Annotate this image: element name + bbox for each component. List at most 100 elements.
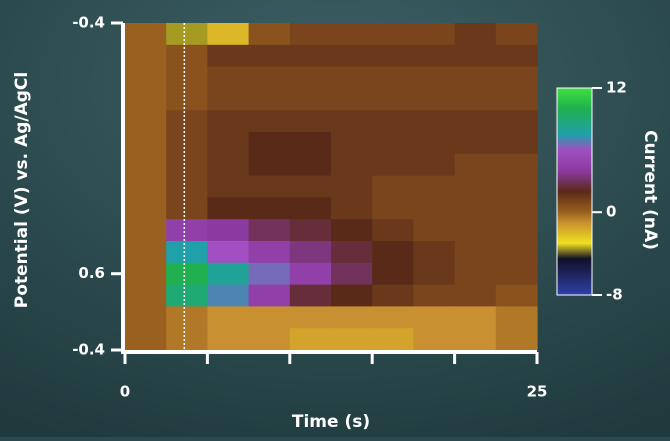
heatmap-cell [125, 23, 167, 45]
heatmap-cell [331, 132, 373, 154]
heatmap-cell [290, 132, 332, 154]
heatmap-cell [290, 241, 332, 263]
heatmap-cell [290, 306, 332, 328]
heatmap-cell [413, 285, 455, 307]
heatmap-cell [249, 110, 291, 132]
heatmap-cell [249, 176, 291, 198]
heatmap-cell [331, 285, 373, 307]
heatmap-cell [455, 263, 497, 285]
heatmap-cell [372, 132, 414, 154]
y-tick-label: 0.6 [78, 264, 105, 282]
heatmap-cell [496, 328, 538, 350]
y-tick-label: -0.4 [72, 341, 105, 359]
heatmap-cell [455, 45, 497, 67]
y-tick-label: -0.4 [72, 14, 105, 32]
heatmap-cell [413, 219, 455, 241]
heatmap-cell [372, 23, 414, 45]
heatmap-cell [496, 219, 538, 241]
heatmap-cell [207, 285, 249, 307]
heatmap-cell [207, 154, 249, 176]
heatmap-cell [413, 110, 455, 132]
heatmap-cell [207, 88, 249, 110]
heatmap-cell [455, 110, 497, 132]
heatmap-cell [372, 176, 414, 198]
heatmap-cell [331, 154, 373, 176]
x-tick-label: 0 [120, 383, 130, 401]
heatmap-cell [455, 306, 497, 328]
heatmap-cell [372, 263, 414, 285]
heatmap-cell [496, 154, 538, 176]
heatmap-cell [331, 219, 373, 241]
heatmap-cell [207, 219, 249, 241]
heatmap-cell [455, 197, 497, 219]
heatmap-cell [207, 241, 249, 263]
heatmap-cell [207, 132, 249, 154]
heatmap-cell [207, 23, 249, 45]
x-axis-label: Time (s) [292, 412, 370, 432]
heatmap-cell [496, 285, 538, 307]
heatmap-cell [290, 88, 332, 110]
heatmap-cell [413, 88, 455, 110]
heatmap-cell [125, 263, 167, 285]
heatmap-cell [290, 219, 332, 241]
heatmap-cell [455, 23, 497, 45]
heatmap-cell [207, 110, 249, 132]
heatmap-cell [496, 23, 538, 45]
heatmap-cell [455, 176, 497, 198]
heatmap-cell [125, 67, 167, 89]
heatmap-cell [166, 328, 208, 350]
heatmap-cell [166, 176, 208, 198]
heatmap-cell [166, 263, 208, 285]
heatmap-cell [207, 197, 249, 219]
heatmap-cell [331, 306, 373, 328]
heatmap-cell [249, 241, 291, 263]
heatmap-cell [290, 176, 332, 198]
heatmap-cell [125, 306, 167, 328]
heatmap-cell [372, 219, 414, 241]
heatmap-cell [249, 263, 291, 285]
heatmap-cell [413, 263, 455, 285]
heatmap-cell [372, 45, 414, 67]
heatmap-cell [372, 88, 414, 110]
heatmap-cell [413, 67, 455, 89]
heatmap-cell [166, 67, 208, 89]
heatmap-cell [249, 67, 291, 89]
heatmap-cell [249, 23, 291, 45]
heatmap-cell [331, 197, 373, 219]
heatmap-cell [455, 328, 497, 350]
heatmap-cell [249, 154, 291, 176]
heatmap-cell [166, 23, 208, 45]
heatmap-cell [496, 197, 538, 219]
heatmap-cell [455, 241, 497, 263]
heatmap-cell [166, 197, 208, 219]
heatmap-cell [166, 241, 208, 263]
heatmap-cell [455, 154, 497, 176]
heatmap-cell [331, 176, 373, 198]
heatmap-cell [290, 67, 332, 89]
heatmap-cell [455, 132, 497, 154]
heatmap-cell [496, 176, 538, 198]
heatmap-cell [290, 197, 332, 219]
colorbar [557, 88, 592, 295]
heatmap-cell [372, 154, 414, 176]
heatmap-cell [331, 110, 373, 132]
heatmap-cell [249, 306, 291, 328]
heatmap-cell [207, 306, 249, 328]
heatmap-cell [413, 241, 455, 263]
heatmap-cell [413, 45, 455, 67]
heatmap-cell [413, 176, 455, 198]
heatmap-cell [372, 306, 414, 328]
heatmap-cell [496, 67, 538, 89]
heatmap-cell [290, 285, 332, 307]
heatmap-cell [290, 263, 332, 285]
heatmap-cell [249, 132, 291, 154]
heatmap-cell [166, 45, 208, 67]
heatmap-cell [455, 67, 497, 89]
heatmap-cell [207, 176, 249, 198]
heatmap-cell [249, 88, 291, 110]
heatmap-cell [207, 45, 249, 67]
heatmap-cell [249, 328, 291, 350]
heatmap-cell [166, 306, 208, 328]
heatmap-cell [125, 197, 167, 219]
